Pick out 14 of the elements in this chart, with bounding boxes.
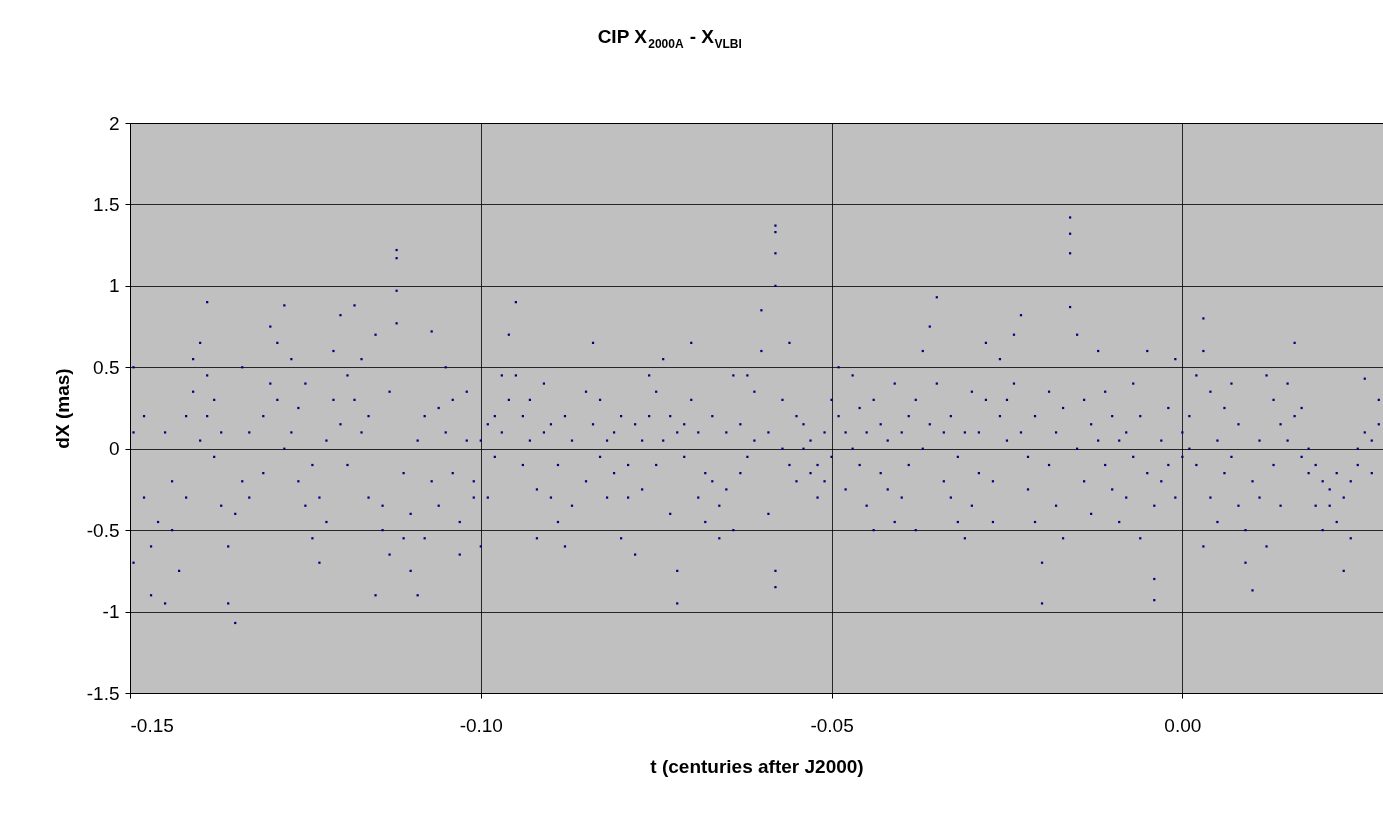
- y-tick-label: -1: [102, 601, 120, 623]
- x-tick-label: -0.15: [130, 714, 174, 736]
- x-tick-label: -0.10: [459, 714, 503, 736]
- y-tick-label: 0: [108, 438, 120, 460]
- y-axis-title: dX (mas): [51, 368, 73, 449]
- x-axis-title: t (centuries after J2000): [650, 755, 864, 777]
- y-tick-label: -0.5: [86, 519, 120, 541]
- y-tick-label: -1.5: [86, 682, 120, 704]
- y-tick-label: 0.5: [93, 356, 120, 378]
- y-tick-label: 1.5: [93, 193, 120, 215]
- y-tick-label: 2: [108, 112, 120, 134]
- y-tick-label: 1: [108, 275, 120, 297]
- x-tick-label: -0.05: [810, 714, 854, 736]
- x-tick-label: 0.00: [1164, 714, 1202, 736]
